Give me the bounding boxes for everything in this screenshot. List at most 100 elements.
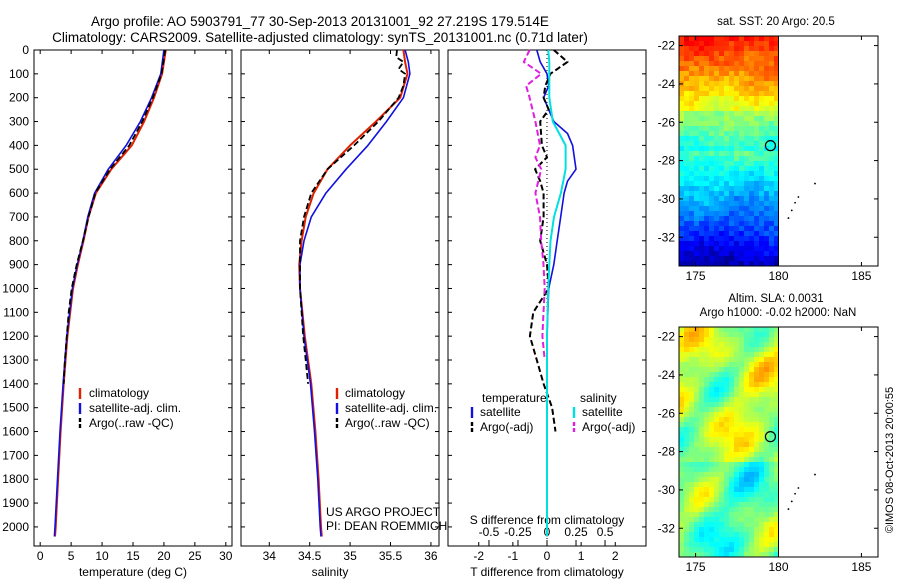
sst_map-ytick-label: -22 [658, 39, 676, 53]
sst_map-xtick-label: 180 [768, 269, 788, 283]
tdiff-tick-label: -2 [473, 549, 484, 563]
sla-map-subtitle: Argo h1000: -0.02 h2000: NaN [700, 307, 857, 319]
temperature-tick-label: 0 [37, 549, 44, 563]
salinity-tick-label: 34.5 [298, 549, 322, 563]
island-dot [797, 196, 800, 198]
depth-tick-label: 600 [9, 186, 29, 200]
temperature-series-argo-raw-qc- [62, 49, 167, 384]
imos-stamp: ©IMOS 08-Oct-2013 20:00:55 [884, 387, 896, 533]
island-dot [790, 500, 793, 503]
diff-legend-salinity-heading: salinity [580, 391, 617, 405]
sla_map-xtick-label: 175 [686, 560, 706, 574]
island-dot [787, 508, 790, 510]
salinity-legend-label: Argo(..raw -QC) [345, 416, 430, 430]
salinity-series-satellite-adj-clim- [299, 49, 411, 537]
sst-map-title: sat. SST: 20 Argo: 20.5 [717, 16, 835, 28]
depth-tick-label: 700 [9, 210, 29, 224]
tdiff-tick-label: 0 [544, 549, 551, 563]
sla_map-ytick-label: -24 [658, 368, 676, 382]
sla_map-ytick-label: -30 [658, 483, 676, 497]
sla-map-title: Altim. SLA: 0.0031 [728, 293, 823, 305]
island-dot [787, 217, 790, 219]
depth-tick-label: 1800 [2, 472, 29, 486]
depth-tick-label: 0 [22, 43, 29, 57]
salinity-legend-label: climatology [345, 386, 405, 400]
diff-legend-label: satellite [480, 405, 521, 419]
depth-tick-label: 1700 [2, 448, 29, 462]
diff-series-temperature-argo-adj- [528, 49, 569, 432]
sst_map-xtick-label: 175 [686, 269, 706, 283]
sdiff-tick-label: -0.25 [504, 525, 532, 539]
sdiff-tick-label: 0.25 [564, 525, 588, 539]
figure-title: Argo profile: AO 5903791_77 30-Sep-2013 … [91, 14, 549, 29]
depth-tick-label: 400 [9, 138, 29, 152]
sst_map-argo-marker [764, 140, 777, 152]
island-dot [790, 209, 793, 212]
diff-legend-label: satellite [582, 405, 623, 419]
sla_map-heatmap [679, 327, 779, 558]
island-dot [814, 182, 816, 185]
depth-tick-label: 100 [9, 67, 29, 81]
diff-legend-temperature-heading: temperature [482, 391, 547, 405]
sst_map-heatmap [679, 36, 779, 267]
salinity-axis-label: salinity [312, 565, 349, 579]
tdiff-axis-label: T difference from climatology [470, 565, 624, 579]
tdiff-tick-label: 1 [578, 549, 585, 563]
tdiff-tick-label: 2 [612, 549, 619, 563]
diff-series-salinity-argo-adj- [522, 49, 546, 361]
depth-tick-label: 1900 [2, 496, 29, 510]
diff-legend-label: Argo(-adj) [480, 420, 533, 434]
salinity-series-argo-raw-qc- [299, 49, 406, 384]
salinity-tick-label: 36 [424, 549, 438, 563]
depth-tick-label: 1000 [2, 281, 29, 295]
salinity-legend-label: satellite-adj. clim. [345, 401, 437, 415]
sla_map-ytick-label: -28 [658, 445, 676, 459]
depth-tick-label: 1500 [2, 401, 29, 415]
temperature-axes-frame [33, 49, 233, 547]
salinity-tick-label: 35 [343, 549, 357, 563]
sla_map-xtick-label: 180 [768, 560, 788, 574]
sst_map-ytick-label: -32 [658, 230, 676, 244]
sla_map-argo-marker [764, 431, 777, 443]
temperature-tick-label: 10 [95, 549, 109, 563]
pi-note: PI: DEAN ROEMMICH [326, 519, 447, 533]
temperature-tick-label: 30 [219, 549, 233, 563]
temperature-axis-label: temperature (deg C) [79, 565, 187, 579]
temperature-legend-label: climatology [89, 386, 149, 400]
salinity-tick-label: 34 [263, 549, 277, 563]
sst_map-ytick-label: -26 [658, 115, 676, 129]
island-dot [797, 487, 800, 489]
depth-tick-label: 800 [9, 234, 29, 248]
depth-tick-label: 1600 [2, 425, 29, 439]
depth-tick-label: 2000 [2, 520, 29, 534]
sst_map-ytick-label: -30 [658, 192, 676, 206]
depth-tick-label: 300 [9, 115, 29, 129]
salinity-series-climatology [298, 49, 409, 537]
sdiff-tick-label: 0.5 [597, 525, 614, 539]
project-note: US ARGO PROJECT [326, 505, 441, 519]
island-dot [814, 473, 816, 476]
temperature-tick-label: 20 [157, 549, 171, 563]
diff-legend-label: Argo(-adj) [582, 420, 635, 434]
salinity-tick-label: 35.5 [379, 549, 403, 563]
depth-tick-label: 500 [9, 162, 29, 176]
depth-tick-label: 1200 [2, 329, 29, 343]
temperature-tick-label: 25 [188, 549, 202, 563]
depth-tick-label: 1400 [2, 377, 29, 391]
sla_map-ytick-label: -22 [658, 330, 676, 344]
temperature-tick-label: 5 [68, 549, 75, 563]
sla_map-xtick-label: 185 [851, 560, 871, 574]
sst_map-ytick-label: -28 [658, 154, 676, 168]
temperature-tick-label: 15 [126, 549, 140, 563]
depth-tick-label: 1300 [2, 353, 29, 367]
temperature-legend-label: satellite-adj. clim. [89, 401, 181, 415]
island-dot [794, 492, 796, 495]
sst_map-ytick-label: -24 [658, 77, 676, 91]
temperature-legend-label: Argo(..raw -QC) [89, 416, 174, 430]
sdiff-tick-label: -0.5 [479, 525, 500, 539]
tdiff-tick-label: -1 [508, 549, 519, 563]
figure-subtitle: Climatology: CARS2009. Satellite-adjuste… [52, 30, 588, 45]
depth-tick-label: 200 [9, 91, 29, 105]
depth-tick-label: 1100 [3, 305, 29, 319]
